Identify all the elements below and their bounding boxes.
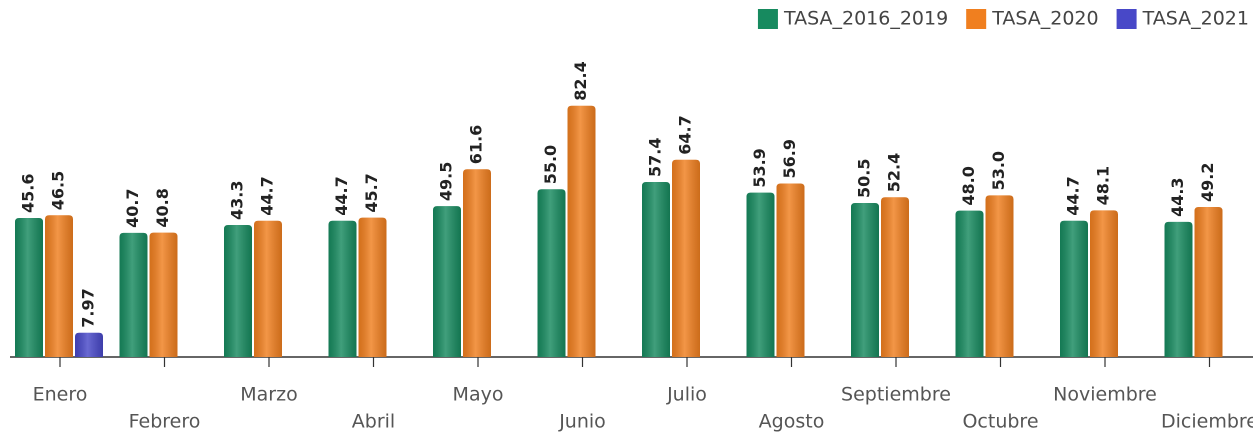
value-label: 57.4 [646, 138, 665, 177]
x-tick-label: Octubre [962, 411, 1038, 433]
bar-shine [881, 197, 909, 357]
value-label: 48.1 [1094, 166, 1113, 205]
bar-shine [1090, 210, 1118, 357]
value-label: 55.0 [541, 145, 560, 184]
bar-shine [15, 217, 43, 357]
legend-label: TASA_2021 [1142, 8, 1249, 30]
bar-shine [1194, 206, 1223, 357]
value-label: 45.6 [19, 173, 38, 212]
value-label: 82.4 [571, 61, 590, 100]
x-tick-label: Julio [666, 384, 707, 406]
bar-shine [985, 195, 1014, 357]
bar-shine [776, 183, 805, 357]
legend-label: TASA_2020 [991, 8, 1098, 30]
bar-shine [537, 189, 566, 357]
value-label: 49.5 [437, 162, 456, 201]
bar-shine [328, 220, 357, 357]
x-tick-label: Noviembre [1053, 384, 1157, 406]
value-label: 56.9 [780, 139, 799, 178]
value-label: 44.3 [1168, 177, 1187, 216]
bar-shine [119, 232, 148, 357]
bar-shine [672, 159, 700, 357]
x-tick-label: Mayo [453, 384, 504, 406]
value-label: 44.7 [1064, 176, 1083, 215]
x-tick-label: Diciembre [1161, 411, 1253, 433]
value-label: 53.9 [750, 148, 769, 187]
x-tick-label: Febrero [129, 411, 201, 433]
value-label: 48.0 [959, 166, 978, 205]
x-tick-label: Enero [33, 384, 88, 406]
bar-shine [45, 215, 73, 357]
bar-shine [1164, 221, 1193, 357]
x-tick-label: Septiembre [841, 384, 951, 406]
bar-shine [567, 105, 596, 358]
value-label: 40.7 [123, 188, 142, 227]
legend-swatch [1116, 9, 1137, 29]
bar-shine [358, 217, 387, 357]
x-tick-label: Marzo [240, 384, 297, 406]
bar-shine [642, 181, 670, 357]
value-label: 44.7 [332, 176, 351, 215]
bar-shine [463, 169, 491, 357]
value-label: 46.5 [49, 171, 68, 210]
legend-swatch [757, 9, 778, 29]
bar-shine [1060, 220, 1088, 357]
bar-shine [851, 203, 879, 357]
bar-shine [224, 224, 252, 357]
legend-swatch [966, 9, 987, 29]
value-label: 40.8 [153, 188, 172, 227]
value-label: 52.4 [885, 153, 904, 192]
bar-shine [746, 192, 775, 357]
bar-shine [433, 206, 461, 357]
value-label: 7.97 [79, 288, 98, 327]
value-label: 50.5 [855, 159, 874, 198]
x-tick-label: Agosto [759, 411, 825, 433]
value-label: 53.0 [989, 151, 1008, 190]
bar-shine [149, 232, 178, 357]
value-label: 45.7 [362, 173, 381, 212]
x-tick-label: Junio [558, 411, 606, 433]
x-tick-label: Abril [352, 411, 395, 433]
value-label: 61.6 [467, 125, 486, 164]
value-label: 44.7 [258, 176, 277, 215]
value-label: 43.3 [228, 180, 247, 219]
bar-shine [254, 220, 282, 357]
value-label: 64.7 [676, 115, 695, 154]
legend-label: TASA_2016_2019 [783, 8, 948, 30]
bar-shine [75, 332, 103, 357]
value-label: 49.2 [1198, 163, 1217, 202]
bar-shine [955, 210, 984, 357]
